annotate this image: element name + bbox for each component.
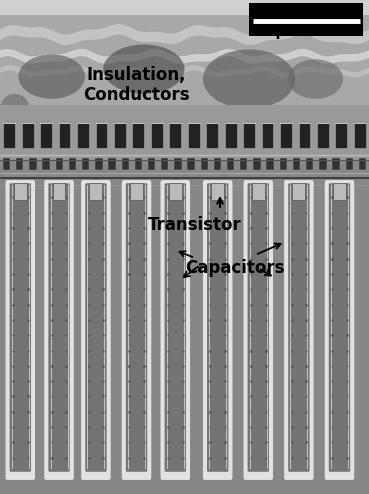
FancyBboxPatch shape	[10, 183, 31, 472]
Bar	[148, 158, 155, 170]
Bar	[293, 183, 306, 200]
FancyBboxPatch shape	[165, 183, 186, 472]
Bar	[214, 158, 221, 170]
Bar	[114, 123, 126, 148]
Bar	[130, 183, 143, 200]
Bar	[225, 123, 237, 148]
Bar	[206, 123, 218, 148]
Bar	[252, 183, 265, 200]
Bar	[59, 123, 70, 148]
FancyBboxPatch shape	[244, 180, 273, 480]
FancyBboxPatch shape	[325, 180, 354, 480]
Bar	[174, 158, 182, 170]
Bar	[227, 158, 234, 170]
Bar	[201, 158, 208, 170]
FancyBboxPatch shape	[329, 183, 350, 472]
FancyBboxPatch shape	[44, 180, 74, 480]
Bar	[354, 123, 366, 148]
FancyBboxPatch shape	[85, 183, 107, 472]
Bar	[335, 123, 347, 148]
Bar	[188, 123, 200, 148]
Text: Capacitors: Capacitors	[185, 259, 285, 277]
Bar	[0, 0, 369, 146]
Bar	[0, 105, 369, 160]
Bar	[135, 158, 142, 170]
Bar	[280, 158, 287, 170]
Bar	[89, 183, 102, 200]
Bar	[40, 123, 52, 148]
Bar	[169, 123, 181, 148]
Ellipse shape	[103, 44, 184, 94]
Bar	[333, 183, 346, 200]
Bar	[306, 158, 313, 170]
Bar	[3, 123, 15, 148]
Bar	[332, 158, 340, 170]
Text: 2 μm: 2 μm	[261, 25, 300, 39]
Bar	[42, 158, 50, 170]
Bar	[0, 0, 369, 15]
FancyBboxPatch shape	[284, 180, 314, 480]
Bar	[249, 3, 363, 36]
Bar	[132, 123, 144, 148]
Bar	[53, 183, 66, 200]
Bar	[169, 183, 182, 200]
Bar	[359, 158, 366, 170]
Bar	[3, 158, 10, 170]
Bar	[317, 123, 329, 148]
Ellipse shape	[203, 49, 295, 109]
Text: Insulation,
Conductors: Insulation, Conductors	[83, 66, 190, 104]
Ellipse shape	[288, 59, 343, 99]
FancyBboxPatch shape	[203, 180, 232, 480]
Bar	[22, 123, 34, 148]
Bar	[319, 158, 327, 170]
Ellipse shape	[0, 94, 30, 124]
FancyBboxPatch shape	[248, 183, 269, 472]
FancyBboxPatch shape	[161, 180, 190, 480]
Bar	[0, 185, 369, 475]
FancyBboxPatch shape	[6, 180, 35, 480]
Bar	[240, 158, 248, 170]
Bar	[96, 123, 107, 148]
Text: Transistor: Transistor	[148, 216, 242, 234]
Bar	[108, 158, 116, 170]
Bar	[151, 123, 163, 148]
FancyBboxPatch shape	[288, 183, 310, 472]
Bar	[299, 123, 310, 148]
Bar	[56, 158, 63, 170]
Bar	[77, 123, 89, 148]
Bar	[69, 158, 76, 170]
Bar	[82, 158, 89, 170]
Ellipse shape	[18, 54, 85, 99]
FancyBboxPatch shape	[48, 183, 70, 472]
Bar	[161, 158, 168, 170]
Bar	[293, 158, 300, 170]
Bar	[0, 149, 369, 152]
Bar	[345, 158, 353, 170]
Bar	[187, 158, 195, 170]
Bar	[16, 158, 24, 170]
Bar	[95, 158, 103, 170]
FancyBboxPatch shape	[126, 183, 147, 472]
Bar	[280, 123, 292, 148]
FancyBboxPatch shape	[207, 183, 228, 472]
Bar	[121, 158, 129, 170]
Bar	[211, 183, 224, 200]
Bar	[262, 123, 273, 148]
Bar	[14, 183, 27, 200]
FancyBboxPatch shape	[81, 180, 111, 480]
Bar	[29, 158, 37, 170]
Bar	[0, 142, 369, 150]
Bar	[253, 158, 261, 170]
Bar	[266, 158, 274, 170]
FancyBboxPatch shape	[122, 180, 151, 480]
Bar	[243, 123, 255, 148]
